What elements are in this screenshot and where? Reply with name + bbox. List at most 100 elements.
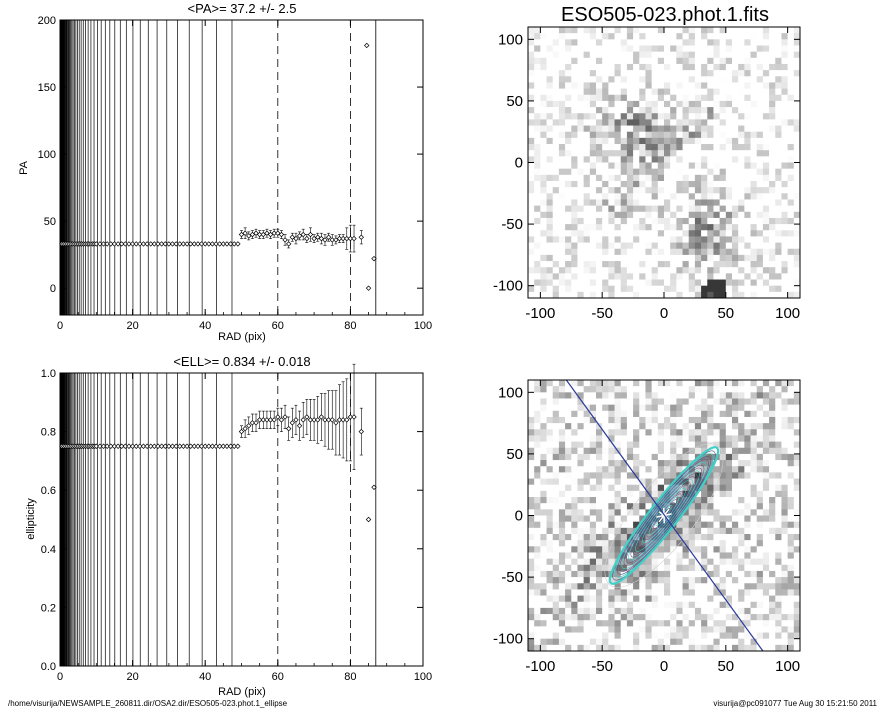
image-pixel <box>781 33 789 40</box>
image-pixel <box>738 447 745 455</box>
image-pixel <box>769 162 776 170</box>
image-pixel <box>769 558 776 566</box>
image-pixel <box>614 88 622 96</box>
image-pixel <box>608 429 615 436</box>
image-pixel <box>639 279 646 287</box>
image-pixel <box>565 27 572 34</box>
image-pixel <box>626 552 634 560</box>
image-pixel <box>676 242 683 250</box>
image-pixel <box>750 137 758 145</box>
image-pixel <box>775 472 782 479</box>
image-pixel <box>769 423 776 430</box>
image-pixel <box>793 242 801 250</box>
image-pixel <box>701 423 708 430</box>
y-tick-label: 50 <box>44 216 56 228</box>
image-pixel <box>651 51 659 59</box>
image-pixel <box>732 380 739 387</box>
image-pixel <box>546 137 554 145</box>
image-pixel <box>614 589 622 596</box>
image-pixel <box>540 273 547 280</box>
image-pixel <box>781 162 789 170</box>
image-pixel <box>738 392 745 399</box>
image-pixel <box>546 88 554 96</box>
image-pixel <box>762 57 770 65</box>
image-pixel <box>775 527 782 535</box>
image-pixel <box>602 515 609 523</box>
image-pixel <box>577 33 585 40</box>
image-pixel <box>738 521 745 529</box>
image-pixel <box>769 607 776 615</box>
image-pixel <box>602 521 609 529</box>
data-point <box>140 241 147 247</box>
image-pixel <box>614 82 622 89</box>
image-pixel <box>769 632 776 640</box>
major-axis-line <box>565 379 764 652</box>
image-pixel <box>626 291 634 299</box>
image-pixel <box>639 644 646 652</box>
image-pixel <box>552 515 560 523</box>
image-pixel <box>664 478 671 486</box>
image-pixel <box>750 150 758 157</box>
image-pixel <box>651 497 659 504</box>
image-pixel <box>701 447 708 455</box>
image-pixel <box>558 620 566 627</box>
image-pixel <box>670 644 677 652</box>
image-pixel <box>558 453 566 461</box>
image-pixel <box>707 63 714 71</box>
image-pixel <box>713 435 721 442</box>
image-pixel <box>546 267 554 274</box>
image-pixel <box>750 540 758 547</box>
image-pixel <box>577 453 585 461</box>
image-pixel <box>565 100 572 108</box>
image-pixel <box>793 632 801 640</box>
image-pixel <box>589 33 597 40</box>
image-pixel <box>620 174 628 182</box>
image-pixel <box>546 45 554 53</box>
image-pixel <box>620 57 628 65</box>
image-pixel <box>534 626 541 633</box>
image-pixel <box>583 211 591 219</box>
image-pixel <box>596 564 603 572</box>
image-pixel <box>528 447 535 455</box>
image-pixel <box>596 644 603 652</box>
image-pixel <box>546 577 554 584</box>
image-pixel <box>744 261 751 268</box>
image-pixel <box>670 398 677 406</box>
image-pixel <box>608 285 615 293</box>
image-pixel <box>602 614 609 621</box>
data-point <box>93 443 99 449</box>
image-pixel <box>657 546 665 553</box>
data-point <box>173 241 179 247</box>
image-pixel <box>540 113 547 120</box>
image-pixel <box>682 478 690 486</box>
image-pixel <box>626 100 634 108</box>
image-pixel <box>552 273 560 280</box>
image-pixel <box>725 460 733 467</box>
image-pixel <box>732 211 739 219</box>
image-pixel <box>639 638 646 646</box>
image-pixel <box>750 521 758 529</box>
image-pixel <box>694 33 702 40</box>
data-point <box>227 241 234 247</box>
image-pixel <box>583 174 591 182</box>
image-pixel <box>719 51 727 59</box>
data-point <box>115 443 121 449</box>
image-pixel <box>614 150 622 157</box>
image-pixel <box>781 509 789 516</box>
image-pixel <box>645 527 653 535</box>
image-pixel <box>546 162 554 170</box>
image-pixel <box>571 205 578 213</box>
x-tick-label: 0 <box>660 305 668 322</box>
image-pixel <box>534 119 541 126</box>
image-pixel <box>571 211 578 219</box>
image-pixel <box>540 199 547 207</box>
image-pixel <box>781 100 789 108</box>
image-pixel <box>583 113 591 120</box>
image-pixel <box>793 478 801 486</box>
image-pixel <box>707 515 714 523</box>
image-pixel <box>534 224 541 231</box>
image-pixel <box>651 174 659 182</box>
image-pixel <box>645 230 653 237</box>
image-pixel <box>719 168 727 176</box>
image-pixel <box>670 466 677 473</box>
